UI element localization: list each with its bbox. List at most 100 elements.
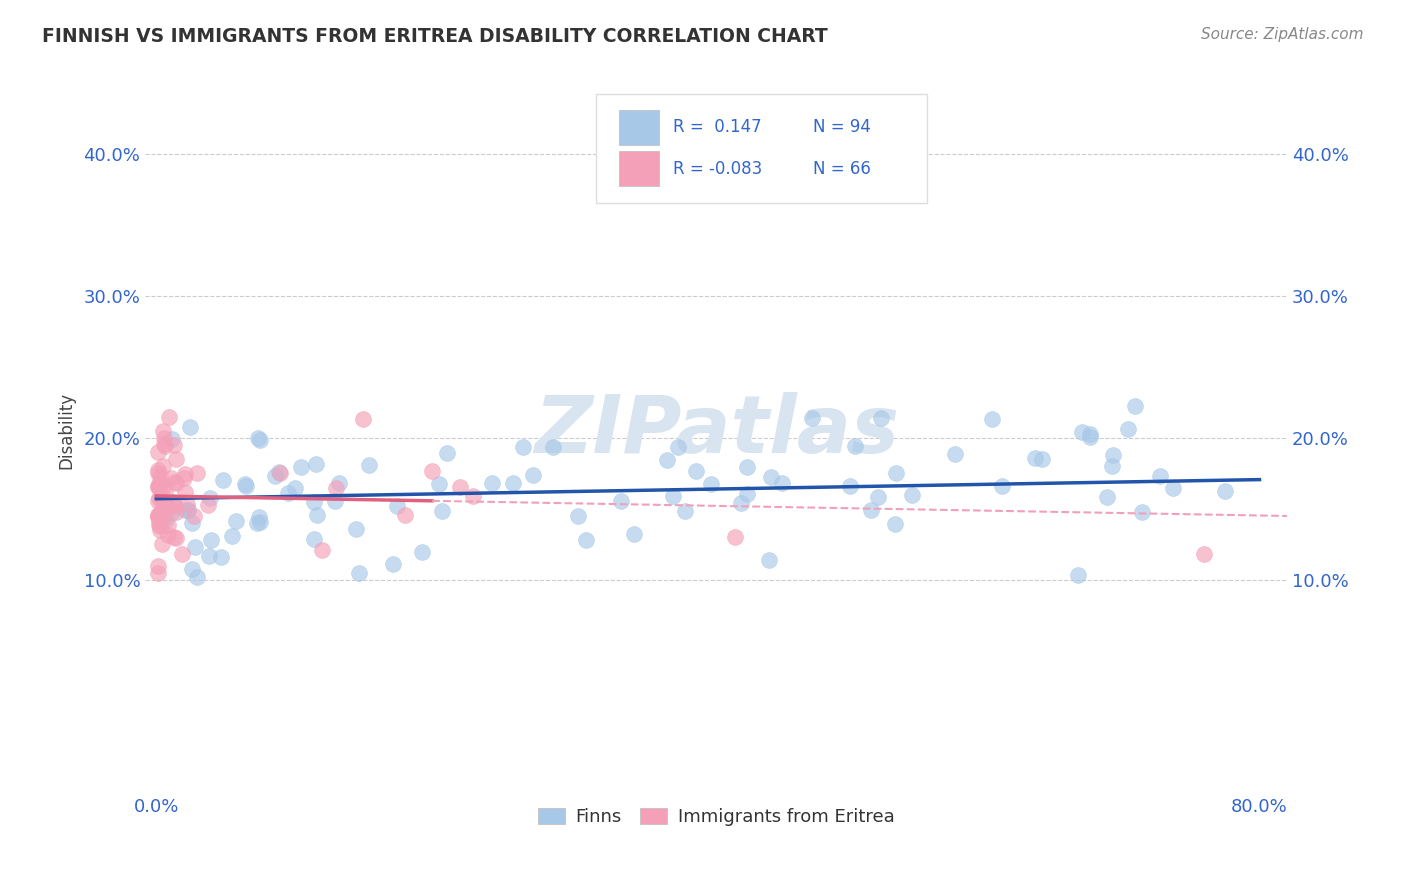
- Point: [221, 528, 243, 542]
- Point: [186, 570, 208, 584]
- Point: [357, 458, 380, 473]
- Point: [157, 409, 180, 424]
- Point: [153, 437, 176, 451]
- Point: [146, 493, 169, 508]
- Point: [146, 480, 169, 494]
- Text: ZIPatlas: ZIPatlas: [534, 392, 898, 470]
- Point: [173, 470, 195, 484]
- Point: [165, 475, 187, 490]
- Point: [149, 468, 172, 483]
- Point: [323, 493, 346, 508]
- Point: [179, 420, 201, 434]
- Point: [844, 439, 866, 453]
- FancyBboxPatch shape: [619, 151, 659, 186]
- Point: [1067, 567, 1090, 582]
- Point: [269, 466, 291, 480]
- Point: [235, 479, 257, 493]
- Point: [155, 513, 177, 527]
- Point: [328, 475, 350, 490]
- Point: [155, 495, 177, 509]
- Point: [177, 503, 200, 517]
- Point: [146, 566, 169, 581]
- Point: [209, 549, 232, 564]
- Point: [153, 478, 176, 492]
- Text: FINNISH VS IMMIGRANTS FROM ERITREA DISABILITY CORRELATION CHART: FINNISH VS IMMIGRANTS FROM ERITREA DISAB…: [42, 27, 828, 45]
- Point: [344, 522, 367, 536]
- Point: [148, 507, 170, 521]
- Point: [183, 509, 205, 524]
- Point: [150, 491, 173, 506]
- Point: [870, 411, 893, 425]
- Point: [522, 468, 544, 483]
- Point: [1213, 483, 1236, 498]
- Point: [246, 516, 269, 530]
- Point: [512, 441, 534, 455]
- Point: [305, 508, 328, 522]
- Point: [502, 475, 524, 490]
- Point: [1101, 448, 1123, 462]
- Point: [884, 466, 907, 480]
- Point: [186, 467, 208, 481]
- Point: [146, 510, 169, 524]
- Text: R = -0.083: R = -0.083: [673, 160, 762, 178]
- Point: [149, 523, 172, 537]
- Point: [146, 445, 169, 459]
- Point: [170, 547, 193, 561]
- Point: [153, 439, 176, 453]
- Point: [1161, 481, 1184, 495]
- Point: [349, 566, 371, 580]
- Point: [284, 481, 307, 495]
- Point: [198, 549, 221, 564]
- Point: [943, 447, 966, 461]
- Point: [481, 475, 503, 490]
- Point: [411, 545, 433, 559]
- Point: [163, 475, 186, 489]
- Point: [1116, 422, 1139, 436]
- Point: [387, 499, 409, 513]
- Point: [165, 505, 187, 519]
- Point: [735, 486, 758, 500]
- Point: [249, 516, 271, 530]
- Point: [657, 453, 679, 467]
- Point: [430, 503, 453, 517]
- Point: [160, 471, 183, 485]
- Point: [302, 495, 325, 509]
- Point: [839, 478, 862, 492]
- Y-axis label: Disability: Disability: [58, 392, 75, 469]
- Point: [352, 411, 374, 425]
- Point: [156, 528, 179, 542]
- Point: [1194, 547, 1216, 561]
- Point: [883, 517, 905, 532]
- Point: [724, 530, 747, 544]
- Point: [181, 516, 204, 531]
- Point: [290, 459, 312, 474]
- Point: [211, 473, 233, 487]
- Point: [146, 467, 169, 481]
- Point: [148, 481, 170, 495]
- Point: [991, 479, 1014, 493]
- Point: [148, 477, 170, 491]
- Point: [1130, 505, 1153, 519]
- Point: [567, 509, 589, 524]
- Point: [198, 491, 221, 505]
- Point: [575, 533, 598, 548]
- Point: [181, 562, 204, 576]
- Point: [165, 531, 187, 545]
- Point: [801, 411, 824, 425]
- Point: [197, 498, 219, 512]
- Point: [770, 476, 793, 491]
- Text: Source: ZipAtlas.com: Source: ZipAtlas.com: [1201, 27, 1364, 42]
- Point: [759, 470, 782, 484]
- Point: [174, 485, 197, 500]
- Point: [859, 502, 882, 516]
- Point: [249, 433, 271, 447]
- Point: [163, 530, 186, 544]
- Point: [305, 457, 328, 471]
- Text: R =  0.147: R = 0.147: [673, 119, 762, 136]
- Point: [610, 494, 633, 508]
- Point: [541, 441, 564, 455]
- Point: [184, 540, 207, 554]
- Point: [673, 504, 696, 518]
- Point: [148, 515, 170, 529]
- Point: [1149, 469, 1171, 483]
